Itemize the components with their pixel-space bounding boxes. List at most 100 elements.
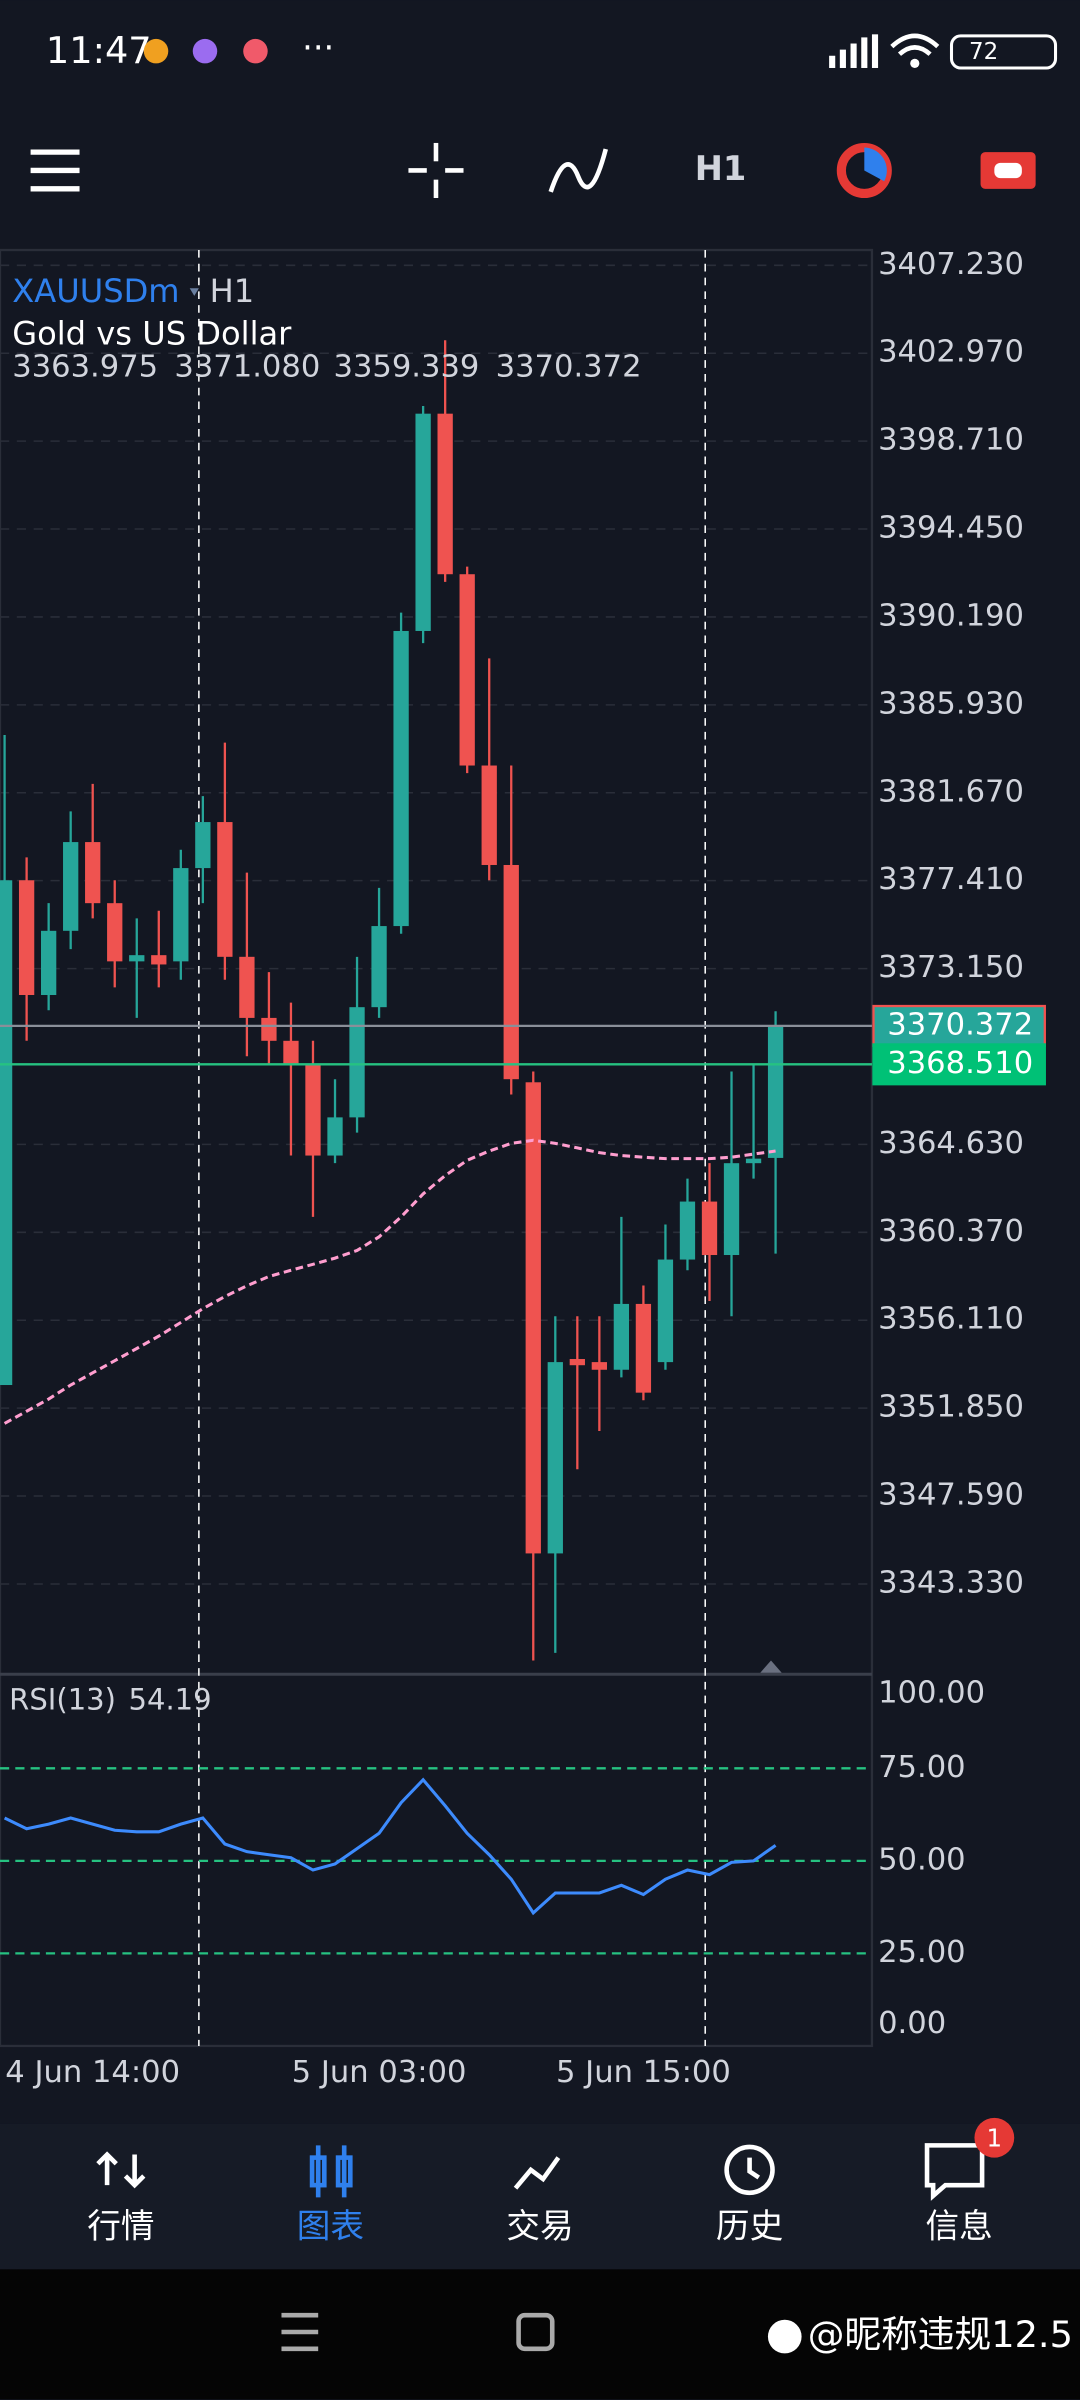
candle-body: [327, 1117, 343, 1156]
wifi-icon: [890, 33, 940, 56]
y-tick-label: 3398.710: [878, 423, 1024, 458]
scroll-marker: [760, 1660, 782, 1673]
symbol-timeframe: H1: [210, 272, 255, 310]
badge: [974, 2117, 1015, 2158]
candle-body: [569, 1359, 585, 1366]
candle-body: [107, 903, 123, 962]
y-tick-label: 0.00: [878, 2006, 946, 2041]
y-tick-label: 50.00: [878, 1842, 966, 1877]
candle-body: [459, 574, 475, 766]
system-menu-button[interactable]: [281, 2312, 319, 2352]
y-tick-label: 3402.970: [878, 335, 1024, 370]
candle-body: [195, 822, 211, 869]
battery-level: 72: [969, 39, 998, 65]
nav-icon[interactable]: [96, 2151, 146, 2189]
bid-label-box: [872, 1004, 1046, 1047]
nav-label[interactable]: 行情: [87, 2206, 154, 2245]
ohlc-label: 3371.080: [174, 349, 320, 384]
y-tick-label: 3377.410: [878, 862, 1024, 897]
candle-body: [547, 1362, 563, 1554]
nav-icon[interactable]: [747, 2157, 761, 2180]
account-button[interactable]: [994, 162, 1022, 179]
candle-body: [745, 1158, 762, 1164]
app-icon: [192, 38, 218, 64]
candle-body: [437, 413, 453, 575]
bottom-nav: [0, 2123, 1080, 2270]
candle-body: [679, 1201, 696, 1260]
y-tick-label: 25.00: [878, 1935, 966, 1970]
candle-body: [415, 413, 431, 631]
bid-label: 3370.372: [887, 1007, 1033, 1042]
y-tick-label: 3407.230: [878, 247, 1024, 282]
y-tick-label: 3385.930: [878, 686, 1024, 721]
signal-icon: [829, 34, 879, 68]
symbol: XAUUSDm: [12, 272, 179, 310]
candle-body: [767, 1025, 784, 1158]
crosshair-button[interactable]: [408, 142, 464, 199]
candle-body: [40, 930, 57, 995]
candle-body: [151, 955, 167, 965]
candle-body: [723, 1163, 740, 1256]
x-tick-label: 5 Jun 03:00: [292, 2055, 467, 2090]
y-tick-label: 100.00: [878, 1676, 985, 1711]
y-tick-label: 3343.330: [878, 1565, 1024, 1600]
candle-body: [217, 822, 233, 957]
watermark-icon: [767, 2319, 802, 2354]
nav-label[interactable]: 交易: [506, 2206, 573, 2245]
battery: [949, 34, 1058, 70]
timeframe-button[interactable]: H1: [695, 149, 747, 188]
y-tick-label: 3347.590: [878, 1478, 1024, 1513]
y-tick-label: 3373.150: [878, 950, 1024, 985]
candle-body: [239, 956, 255, 1018]
nav-icon[interactable]: [309, 2145, 353, 2198]
chart-frame: [0, 248, 874, 2048]
ohlc-label: 3363.975: [12, 349, 158, 384]
wifi-icon: [910, 58, 920, 68]
menu-button[interactable]: [30, 149, 80, 192]
candle-body: [85, 842, 101, 904]
nav-label[interactable]: 历史: [716, 2206, 783, 2245]
y-tick-label: 3381.670: [878, 774, 1024, 809]
y-tick-label: 3356.110: [878, 1302, 1024, 1337]
y-tick-label: 3390.190: [878, 598, 1024, 633]
candle-body: [173, 868, 189, 962]
candle-body: [371, 926, 387, 1008]
nav-icon[interactable]: [724, 2144, 775, 2196]
nav-icon[interactable]: [513, 2156, 561, 2190]
candle-body: [701, 1201, 718, 1256]
symbol-description: Gold vs US Dollar: [12, 315, 292, 353]
candle-body: [0, 880, 13, 1386]
indicators-button[interactable]: [548, 148, 608, 193]
candle-body: [657, 1259, 674, 1363]
candle-body: [63, 842, 79, 931]
badge-count: 1: [987, 2123, 1003, 2152]
moving-average: [3, 1138, 776, 1425]
watermark: @昵称违规12.5: [808, 2313, 1073, 2356]
symbol-dropdown[interactable]: [189, 288, 199, 296]
nav-label[interactable]: 信息: [926, 2206, 993, 2245]
candle-body: [283, 1040, 299, 1064]
candle-body: [18, 880, 35, 995]
rsi-label: RSI(13): [9, 1683, 116, 1717]
y-tick-label: 75.00: [878, 1750, 966, 1785]
y-tick-label: 3364.630: [878, 1126, 1024, 1161]
candle-body: [591, 1362, 608, 1370]
y-tick-label: 3351.850: [878, 1390, 1024, 1425]
nav-label[interactable]: 图表: [297, 2206, 364, 2245]
trade-button[interactable]: [864, 147, 887, 182]
y-tick-label: 3360.370: [878, 1214, 1024, 1249]
x-tick-label: 5 Jun 15:00: [556, 2055, 731, 2090]
rsi-value: 54.19: [128, 1683, 211, 1717]
candle-body: [349, 1007, 365, 1118]
app-icon: [143, 38, 169, 64]
ask-label: 3368.510: [887, 1046, 1033, 1081]
clock: 11:47: [46, 29, 152, 72]
candle-body: [503, 864, 519, 1080]
rsi-line: [3, 1777, 777, 1916]
candle-body: [129, 955, 145, 962]
app-icon: [243, 38, 268, 64]
ask-label-box: [872, 1043, 1046, 1086]
system-home-button[interactable]: [516, 2312, 555, 2352]
